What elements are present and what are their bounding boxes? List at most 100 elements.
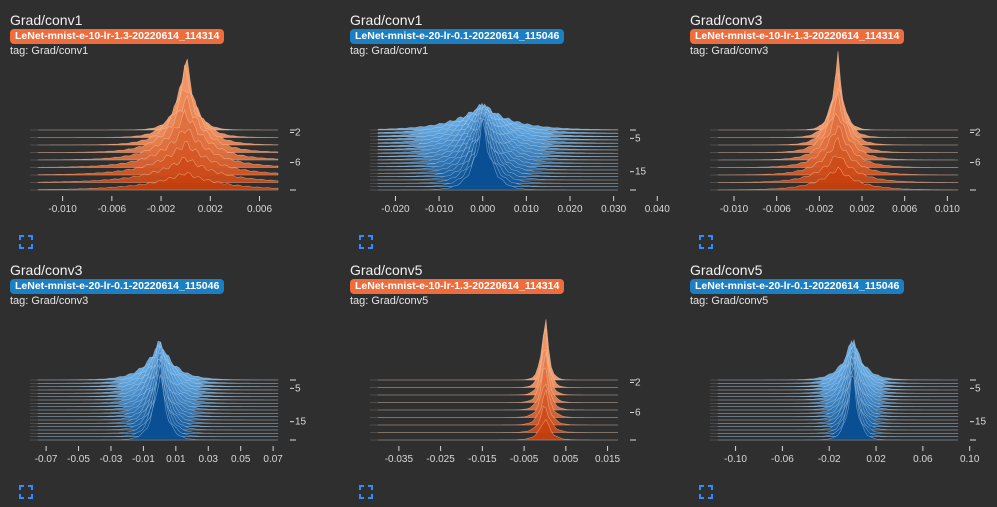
histogram-ridge-step-0	[378, 319, 618, 381]
x-tick-label: -0.002	[805, 204, 834, 215]
histogram-ridge-step-6	[718, 353, 958, 401]
histogram-ridge-step-11	[717, 365, 959, 417]
histogram-ridge-step-8	[717, 166, 959, 191]
histogram-ridge-step-1	[377, 103, 619, 134]
histogram-plot: 2 6 -0.010 -0.006 -0.002 0.002 0.006	[30, 58, 301, 215]
histogram-card: Grad/conv3 LeNet-mnist-e-10-lr-1.3-20220…	[690, 12, 990, 257]
run-chip: LeNet-mnist-e-20-lr-0.1-20220614_115046	[10, 279, 225, 294]
histogram-ridge-step-6	[37, 140, 279, 176]
step-tick-label: 15	[635, 167, 647, 178]
x-tick-label: 0.002	[849, 204, 874, 215]
x-tick-label: 0.03	[199, 454, 219, 465]
tag-label: tag: Grad/conv3	[690, 45, 769, 57]
histogram-ridge-step-15	[718, 366, 958, 431]
fullscreen-icon[interactable]	[698, 484, 714, 500]
fullscreen-icon-glyph	[359, 235, 373, 249]
fullscreen-icon[interactable]	[18, 234, 34, 250]
step-tick-label: 15	[295, 417, 307, 428]
step-tick-label: 15	[975, 417, 987, 428]
run-chip: LeNet-mnist-e-20-lr-0.1-20220614_115046	[690, 279, 905, 294]
x-tick-label: -0.020	[381, 204, 410, 215]
x-tick-label: 0.020	[557, 204, 582, 215]
x-tick-label: -0.010	[425, 204, 454, 215]
x-tick-label: -0.06	[771, 454, 794, 465]
histogram-ridge-step-12	[718, 360, 958, 421]
x-tick-label: -0.07	[35, 454, 58, 465]
x-tick-label: -0.006	[762, 204, 791, 215]
histogram-ridge-step-5	[37, 128, 279, 168]
fullscreen-icon-glyph	[699, 235, 713, 249]
histogram-ridge-step-4	[378, 368, 618, 411]
x-tick-label: -0.03	[100, 454, 123, 465]
card-title: Grad/conv3	[690, 12, 763, 28]
histogram-ridge-step-8	[717, 355, 959, 407]
histogram-ridge-step-1	[38, 64, 279, 138]
step-tick-label: 5	[295, 383, 301, 394]
x-tick-label: 0.030	[601, 204, 626, 215]
x-tick-label: 0.06	[913, 454, 933, 465]
histogram-plot: 5 15 -0.10 -0.06 -0.02 0.02 0.06 0.10	[710, 338, 987, 465]
histogram-ridge-step-0	[38, 58, 278, 131]
histogram-ridge-step-14	[717, 374, 959, 427]
histogram-plot: 2 6 -0.010 -0.006 -0.002 0.002 0.006 0.010	[710, 51, 981, 215]
card-title: Grad/conv3	[10, 262, 83, 278]
fullscreen-icon-glyph	[19, 485, 33, 499]
x-tick-label: 0.05	[231, 454, 251, 465]
histogram-ridge-step-3	[718, 350, 958, 391]
histogram-ridge-step-4	[717, 343, 959, 394]
fullscreen-icon[interactable]	[18, 484, 34, 500]
x-tick-label: -0.025	[426, 454, 455, 465]
x-tick-label: -0.035	[385, 454, 414, 465]
histogram-ridge-step-3	[378, 351, 618, 403]
step-tick-label: 6	[295, 158, 301, 169]
fullscreen-icon[interactable]	[358, 234, 374, 250]
step-tick-label: 5	[975, 383, 981, 394]
histogram-ridge-step-2	[37, 89, 279, 146]
x-tick-label: 0.010	[514, 204, 539, 215]
fullscreen-icon[interactable]	[698, 234, 714, 250]
card-title: Grad/conv5	[350, 262, 423, 278]
histogram-ridge-step-8	[378, 418, 618, 441]
run-chip: LeNet-mnist-e-20-lr-0.1-20220614_115046	[350, 29, 565, 44]
histogram-ridge-step-8	[37, 172, 279, 191]
x-tick-label: 0.02	[866, 454, 886, 465]
histogram-plot: 2 6 -0.035 -0.025 -0.015 -0.005 0.005 0.015	[370, 319, 641, 465]
histogram-ridge-step-17	[377, 127, 619, 187]
x-tick-label: -0.01	[132, 454, 155, 465]
x-tick-label: -0.005	[510, 454, 539, 465]
run-chip: LeNet-mnist-e-10-lr-1.3-20220614_114314	[690, 29, 905, 44]
histogram-ridge-step-6	[377, 111, 619, 151]
histogram-ridge-step-2	[378, 349, 618, 396]
tag-label: tag: Grad/conv3	[10, 295, 89, 307]
card-title: Grad/conv5	[690, 262, 763, 278]
histogram-card: Grad/conv5 LeNet-mnist-e-20-lr-0.1-20220…	[690, 262, 990, 507]
tag-label: tag: Grad/conv1	[10, 45, 89, 57]
x-tick-label: 0.010	[935, 204, 960, 215]
step-tick-label: 2	[295, 128, 301, 139]
histogram-ridge-step-9	[718, 355, 958, 411]
histogram-ridge-step-7	[717, 351, 959, 404]
histogram-plot: 5 15 -0.020 -0.010 0.000 0.010 0.020 0.030 0.040	[370, 102, 670, 215]
x-tick-label: 0.006	[247, 204, 272, 215]
step-tick-label: 5	[635, 133, 641, 144]
histogram-ridge-step-5	[377, 106, 619, 147]
histogram-ridge-step-18	[38, 374, 278, 441]
histogram-ridge-step-4	[37, 108, 279, 161]
histogram-ridge-step-6	[717, 136, 959, 176]
fullscreen-icon[interactable]	[358, 484, 374, 500]
run-chip: LeNet-mnist-e-10-lr-1.3-20220614_114314	[350, 279, 565, 294]
tag-label: tag: Grad/conv5	[690, 295, 769, 307]
x-tick-label: 0.040	[645, 204, 670, 215]
tag-label: tag: Grad/conv1	[350, 45, 429, 57]
x-tick-label: 0.015	[595, 454, 620, 465]
x-tick-label: -0.02	[818, 454, 841, 465]
x-tick-label: 0.10	[960, 454, 980, 465]
step-tick-label: 6	[975, 158, 981, 169]
histogram-ridge-step-1	[378, 329, 618, 388]
histogram-ridge-step-7	[378, 405, 618, 433]
x-tick-label: -0.05	[67, 454, 90, 465]
step-tick-label: 6	[635, 408, 641, 419]
step-tick-label: 2	[975, 128, 981, 139]
histogram-ridge-step-18	[378, 118, 618, 191]
histogram-ridge-step-11	[377, 117, 619, 167]
